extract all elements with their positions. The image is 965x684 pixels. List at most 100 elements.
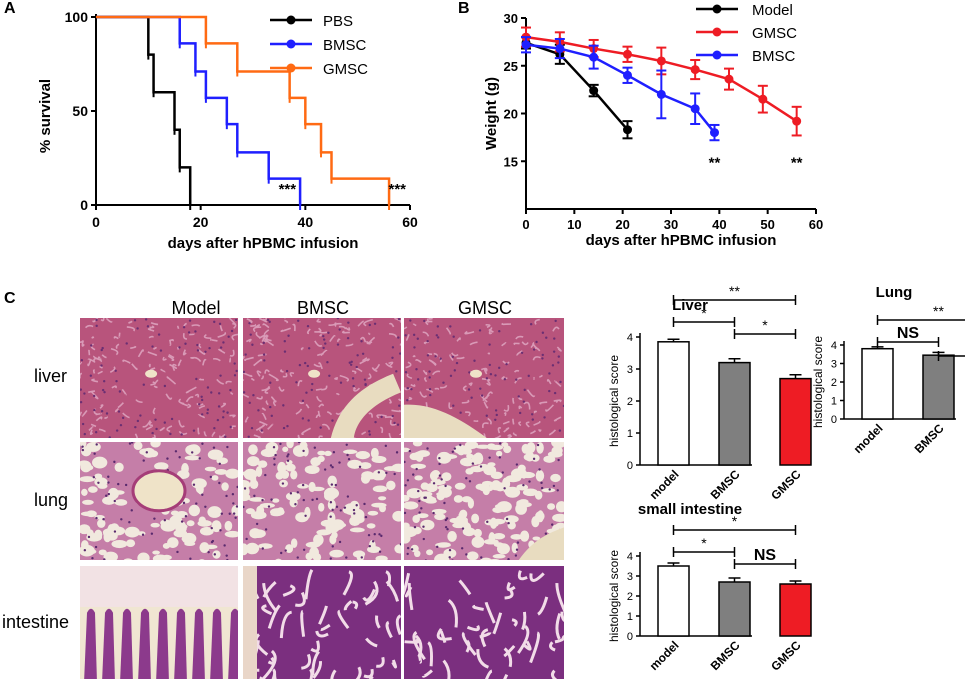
panel-letter-b: B xyxy=(458,0,470,17)
y-axis-label: Weight (g) xyxy=(483,77,500,150)
micrograph-row-label: liver xyxy=(34,366,68,386)
x-tick-label: 60 xyxy=(809,217,823,232)
legend-marker xyxy=(712,50,722,60)
legend-label: GMSC xyxy=(323,61,368,78)
legend-label: PBS xyxy=(323,13,353,30)
histology-image xyxy=(80,442,238,560)
intestine-micrograph-gmsc xyxy=(404,566,564,679)
legend-label: GMSC xyxy=(752,25,797,42)
significance-label: * xyxy=(701,305,707,321)
survival-line-bmsc xyxy=(96,15,302,205)
y-axis-label: histological score xyxy=(607,355,621,447)
y-axis-label: histological score xyxy=(607,550,621,642)
chart-title: small intestine xyxy=(638,501,742,518)
legend-label: BMSC xyxy=(323,37,367,54)
liver-bar-chart: Liver 0 1 2 3 4 histological score model BMSC GMS… xyxy=(607,283,812,503)
weight-chart: 15 20 25 30 0 10 20 30 40 50 60 days after hPBMC in… xyxy=(483,2,823,249)
survival-line-pbs xyxy=(96,15,192,205)
lung-micrograph-gmsc xyxy=(404,442,564,560)
significance-label: ** xyxy=(933,303,944,319)
small-intestine-bar-chart: small intestine 0 1 2 3 4 histological score mo… xyxy=(607,501,812,674)
x-tick-label: 50 xyxy=(760,217,774,232)
y-tick-label: 0 xyxy=(831,414,837,426)
legend-marker xyxy=(286,15,296,25)
y-tick-label: 2 xyxy=(627,591,633,603)
lung-micrograph-model xyxy=(80,442,238,560)
x-axis-label: days after hPBMC infusion xyxy=(168,235,359,252)
y-tick-label: 15 xyxy=(504,154,518,169)
micrograph-row-label: intestine xyxy=(2,612,70,632)
panel-letter-a: A xyxy=(4,0,16,17)
legend-marker xyxy=(712,4,722,14)
y-tick-label: 0 xyxy=(80,197,88,213)
micrograph-column-label: Model xyxy=(171,298,221,318)
histology-image xyxy=(404,566,564,679)
bar-bmsc xyxy=(718,361,751,466)
y-tick-label: 3 xyxy=(831,359,837,371)
panel-letter-c: C xyxy=(4,290,16,307)
histology-image xyxy=(404,442,564,560)
x-tick-label: 20 xyxy=(193,214,209,230)
weight-line-model xyxy=(525,41,629,131)
y-tick-label: 4 xyxy=(831,340,837,352)
bar-bmsc xyxy=(718,581,751,637)
liver-micrograph-model xyxy=(80,318,238,438)
x-tick-label: BMSC xyxy=(708,638,743,673)
data-point xyxy=(555,44,565,54)
x-tick-label: model xyxy=(851,421,886,456)
data-point xyxy=(521,40,531,50)
micrograph-column-label: GMSC xyxy=(458,298,512,318)
intestine-micrograph-bmsc xyxy=(243,566,401,679)
x-tick-label: 30 xyxy=(664,217,678,232)
x-tick-label: BMSC xyxy=(708,467,743,502)
x-tick-label: 40 xyxy=(298,214,314,230)
histology-image xyxy=(243,442,401,560)
chart-title: Liver xyxy=(672,297,708,314)
y-tick-label: 25 xyxy=(504,59,518,74)
data-point xyxy=(656,89,666,99)
bar-bmsc xyxy=(922,354,955,420)
significance-label: * xyxy=(762,317,768,333)
significance-mark: ** xyxy=(709,155,721,172)
y-axis-label: % survival xyxy=(37,79,54,153)
y-tick-label: 20 xyxy=(504,107,518,122)
legend-label: Model xyxy=(752,2,793,19)
significance-mark: *** xyxy=(279,181,297,198)
histology-image xyxy=(243,318,401,438)
x-tick-label: 40 xyxy=(712,217,726,232)
data-point xyxy=(724,74,734,84)
x-axis-label: days after hPBMC infusion xyxy=(586,232,777,249)
bar-gmsc xyxy=(779,377,812,466)
significance-label: ** xyxy=(729,283,740,299)
x-tick-label: GMSC xyxy=(768,638,804,674)
data-point xyxy=(690,104,700,114)
survival-chart: 0 50 100 0 20 40 60 days after hPBMC infusion % … xyxy=(37,9,418,252)
legend-marker xyxy=(286,63,296,73)
data-point xyxy=(758,94,768,104)
data-point xyxy=(623,125,632,135)
y-axis-label: histological score xyxy=(811,336,825,428)
bar-gmsc xyxy=(779,583,812,637)
intestine-micrograph-model xyxy=(80,566,238,679)
x-tick-label: 0 xyxy=(522,217,529,232)
legend-marker xyxy=(286,39,296,49)
significance-label: * xyxy=(701,535,707,551)
data-point xyxy=(589,52,599,62)
y-tick-label: 30 xyxy=(504,11,518,26)
histology-image xyxy=(80,566,238,679)
significance-mark: *** xyxy=(388,181,406,198)
x-tick-label: GMSC xyxy=(768,467,804,503)
liver-micrograph-bmsc xyxy=(243,318,401,438)
data-point xyxy=(623,49,632,59)
y-tick-label: 4 xyxy=(627,551,633,563)
significance-mark: ** xyxy=(791,155,803,172)
data-point xyxy=(792,116,802,126)
micrograph-column-label: BMSC xyxy=(296,298,349,318)
data-point xyxy=(656,56,666,66)
y-tick-label: 1 xyxy=(831,396,837,408)
histology-image xyxy=(243,566,401,679)
data-point xyxy=(623,70,632,80)
data-point xyxy=(589,86,599,96)
